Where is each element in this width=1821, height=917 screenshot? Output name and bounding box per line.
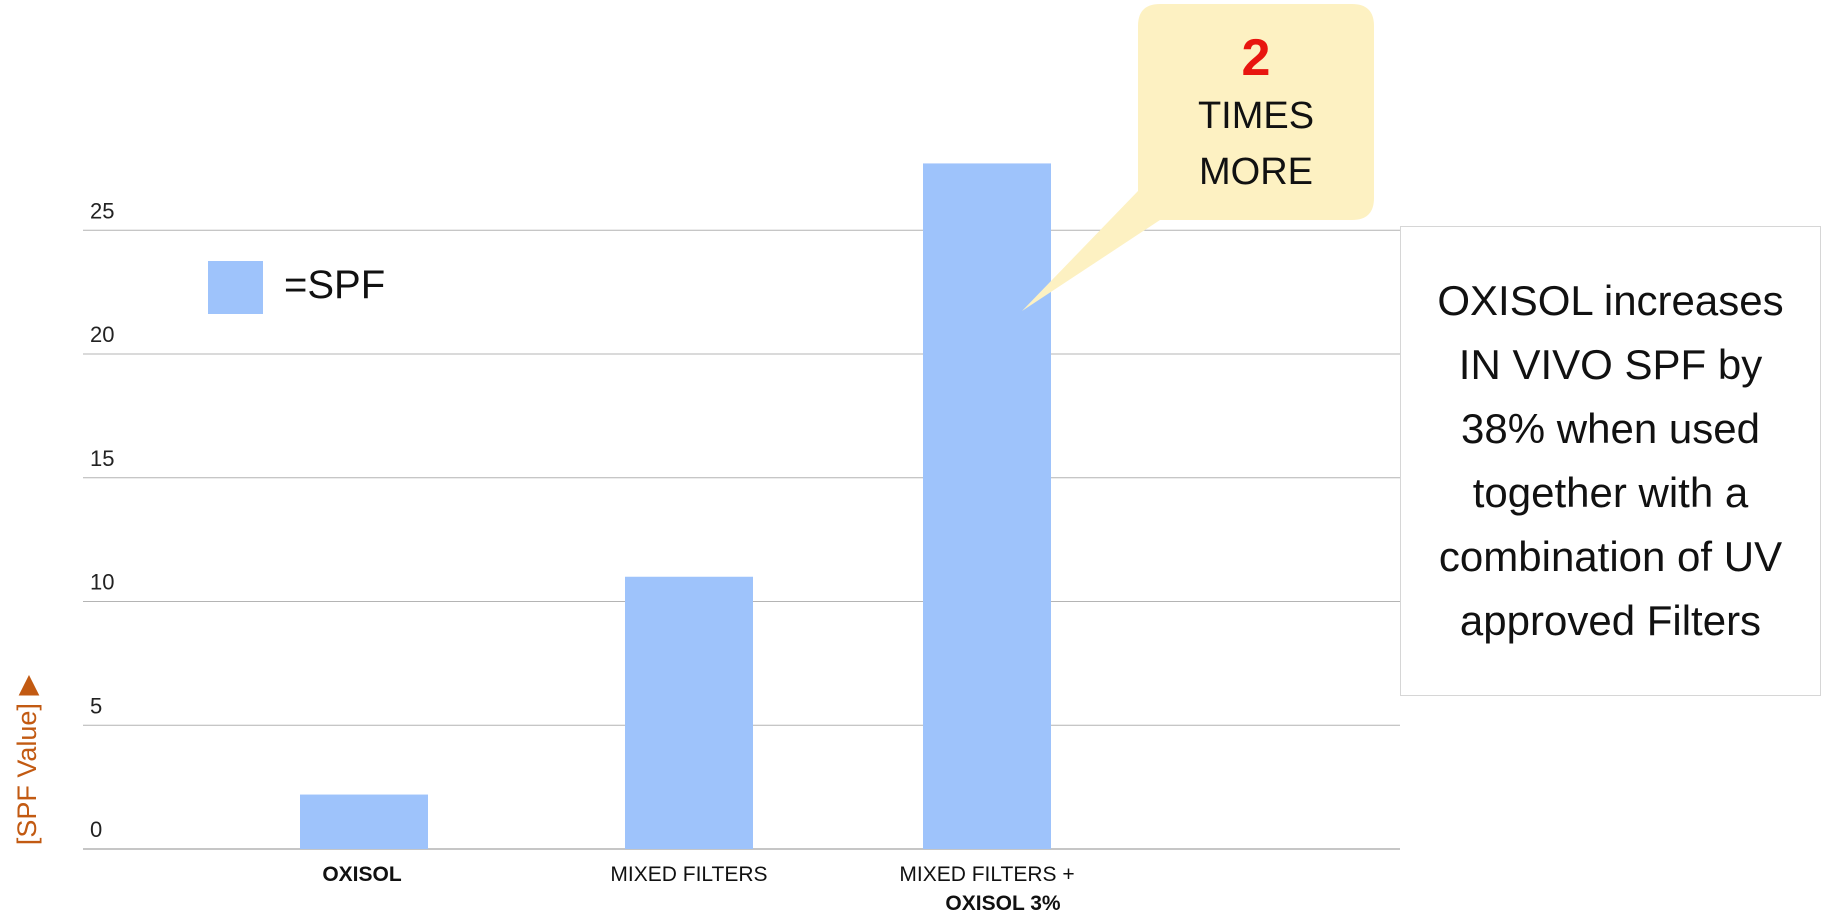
x-category-label: OXISOL <box>322 863 402 886</box>
y-tick-label: 0 <box>90 817 102 842</box>
legend: =SPF <box>208 261 385 314</box>
y-axis-label: [SPF Value] ▶ <box>12 675 42 846</box>
legend-label: =SPF <box>284 263 385 307</box>
y-axis-arrow-icon: ▶ <box>12 675 42 696</box>
callout-line-more: MORE <box>1199 151 1313 193</box>
x-category-label-line2: OXISOL 3% <box>945 892 1060 915</box>
callout-shape <box>1022 4 1374 311</box>
x-category-label: MIXED FILTERS <box>610 863 767 886</box>
info-box-text: OXISOL increases IN VIVO SPF by 38% when… <box>1437 277 1784 644</box>
x-category-labels: OXISOL MIXED FILTERS MIXED FILTERS + OXISOL… <box>322 863 1074 915</box>
info-box: OXISOL increases IN VIVO SPF by 38% when… <box>1400 226 1821 696</box>
x-category-label: MIXED FILTERS + <box>899 863 1074 886</box>
callout-line-times: TIMES <box>1197 95 1315 137</box>
y-tick-label: 15 <box>90 446 114 471</box>
y-axis-title: [SPF Value] ▶ <box>12 675 42 846</box>
callout-text: 2 TIMES MORE <box>1138 8 1374 220</box>
callout-number: 2 <box>1241 29 1271 87</box>
y-tick-label: 25 <box>90 198 114 223</box>
bar <box>625 576 753 849</box>
y-tick-label: 20 <box>90 322 114 347</box>
legend-swatch <box>208 261 263 314</box>
y-tick-label: 10 <box>90 570 114 595</box>
bars-layer <box>300 163 1051 850</box>
bar <box>923 163 1051 850</box>
y-axis-title-text: [SPF Value] <box>12 696 42 846</box>
y-tick-labels: 0 5 10 15 20 25 <box>90 198 114 842</box>
bar <box>300 794 428 849</box>
y-tick-label: 5 <box>90 693 102 718</box>
callout-bubble <box>1022 4 1374 311</box>
